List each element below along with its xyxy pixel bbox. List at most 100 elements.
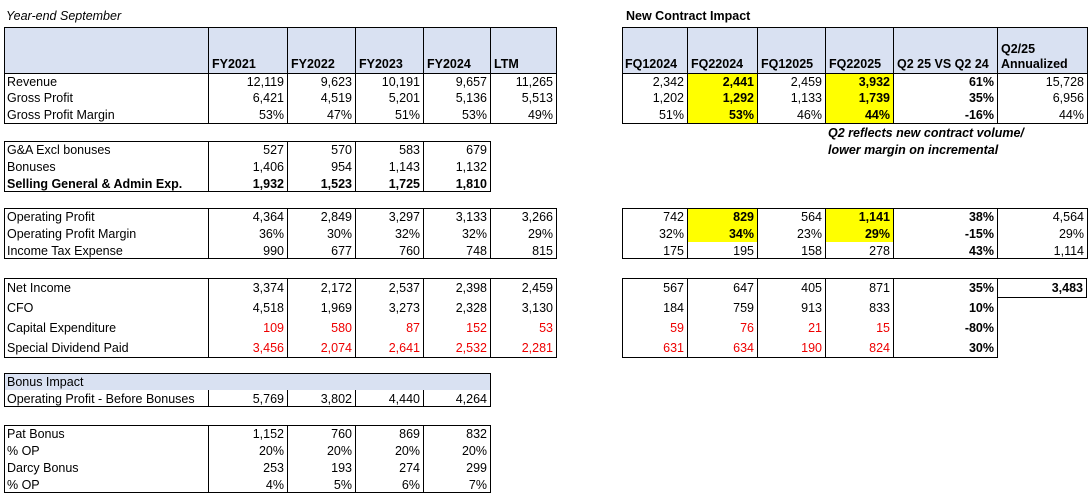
cell: 32% <box>658 226 684 241</box>
cell: 3,266 <box>490 208 556 225</box>
cell: 274 <box>355 459 423 476</box>
cell: 742 <box>663 209 684 224</box>
cell: 3,932 <box>825 73 893 90</box>
cell: 11,265 <box>490 73 556 90</box>
note: lower margin on incremental <box>828 143 999 157</box>
cell: 3,297 <box>355 208 423 225</box>
cell: 1,523 <box>287 175 355 192</box>
cell: 29% <box>825 225 893 242</box>
cell: 1,969 <box>287 298 355 318</box>
cell: 3,456 <box>208 338 287 358</box>
cell: 53 <box>490 318 556 338</box>
cell: 2,459 <box>757 73 825 90</box>
header-cell: Q2/25 Annualized <box>997 27 1087 73</box>
cell: 824 <box>825 338 893 358</box>
row-label: G&A Excl bonuses <box>7 142 111 157</box>
cell: 2,849 <box>287 208 355 225</box>
cell: 2,398 <box>423 278 490 298</box>
caption: Year-end September <box>6 9 122 23</box>
cell: 53% <box>687 106 757 123</box>
row-label: Capital Expenditure <box>7 321 117 335</box>
cell: 34% <box>687 225 757 242</box>
cell: 647 <box>687 278 757 298</box>
cell: 36% <box>208 225 287 242</box>
cell: 4,264 <box>423 390 490 407</box>
cell: 20% <box>355 442 423 459</box>
cell: 9,623 <box>287 73 355 90</box>
cell: 87 <box>355 318 423 338</box>
cell: 3,133 <box>423 208 490 225</box>
cell: 32% <box>355 225 423 242</box>
cell: 53% <box>423 106 490 123</box>
cell: 6% <box>355 476 423 493</box>
cell: 2,537 <box>355 278 423 298</box>
cell: 3,374 <box>208 278 287 298</box>
cell: 2,641 <box>355 338 423 358</box>
cell: 4,519 <box>287 89 355 106</box>
cell: 567 <box>663 281 684 295</box>
cell: 47% <box>287 106 355 123</box>
header-cell <box>4 27 208 73</box>
cell: 44% <box>997 106 1087 123</box>
row-label: Gross Profit Margin <box>7 107 115 122</box>
cell: 580 <box>287 318 355 338</box>
cell: 2,074 <box>287 338 355 358</box>
row-label: CFO <box>7 301 34 315</box>
cell: 59 <box>670 321 684 335</box>
row-label: Bonuses <box>7 159 56 174</box>
row-label: Revenue <box>7 74 58 89</box>
cell: 679 <box>423 141 490 158</box>
row-label: Selling General & Admin Exp. <box>7 176 183 191</box>
row-label: % OP <box>7 477 40 492</box>
header-cell: FY2024 <box>423 27 490 73</box>
cell: 299 <box>423 459 490 476</box>
cell: 631 <box>663 341 684 355</box>
cell: 913 <box>757 298 825 318</box>
row-label: Net Income <box>7 281 71 295</box>
cell: 833 <box>825 298 893 318</box>
cell-border <box>490 476 497 493</box>
cell: 38% <box>893 208 997 225</box>
cell: 51% <box>658 107 684 122</box>
cell: 564 <box>757 208 825 225</box>
cell: 175 <box>663 243 684 258</box>
cell: 2,342 <box>652 74 684 89</box>
cell: 6,956 <box>997 89 1087 106</box>
row-label: % OP <box>7 443 40 458</box>
cell: 4,440 <box>355 390 423 407</box>
header-cell: FY2021 <box>208 27 287 73</box>
row-label: Darcy Bonus <box>7 460 79 475</box>
cell: 35% <box>893 278 997 298</box>
row-label: Special Dividend Paid <box>7 341 129 355</box>
cell: 49% <box>490 106 556 123</box>
cell: 15 <box>825 318 893 338</box>
cell: 759 <box>687 298 757 318</box>
cell: 954 <box>287 158 355 175</box>
row-label: Operating Profit <box>7 209 95 224</box>
cell-border <box>490 425 497 442</box>
cell: 871 <box>825 278 893 298</box>
cell: 10% <box>893 298 997 318</box>
cell: 29% <box>997 225 1087 242</box>
cell: 634 <box>687 338 757 358</box>
cell: 748 <box>423 242 490 259</box>
row-label: Bonus Impact <box>4 373 490 390</box>
cell: 677 <box>287 242 355 259</box>
cell: 2,172 <box>287 278 355 298</box>
cell: 405 <box>757 278 825 298</box>
cell: 1,932 <box>208 175 287 192</box>
cell: 3,483 <box>997 278 1087 298</box>
cell: 1,133 <box>757 89 825 106</box>
row-label: Operating Profit Margin <box>7 226 137 241</box>
header-cell: Q2 25 VS Q2 24 <box>893 27 997 73</box>
cell: 1,202 <box>652 90 684 105</box>
header-cell: FQ22024 <box>687 27 757 73</box>
cell: 193 <box>287 459 355 476</box>
cell: 760 <box>287 425 355 442</box>
cell: 278 <box>825 242 893 259</box>
cell: 3,802 <box>287 390 355 407</box>
cell: 5,136 <box>423 89 490 106</box>
header-cell: FQ12024 <box>622 27 687 73</box>
cell: 570 <box>287 141 355 158</box>
